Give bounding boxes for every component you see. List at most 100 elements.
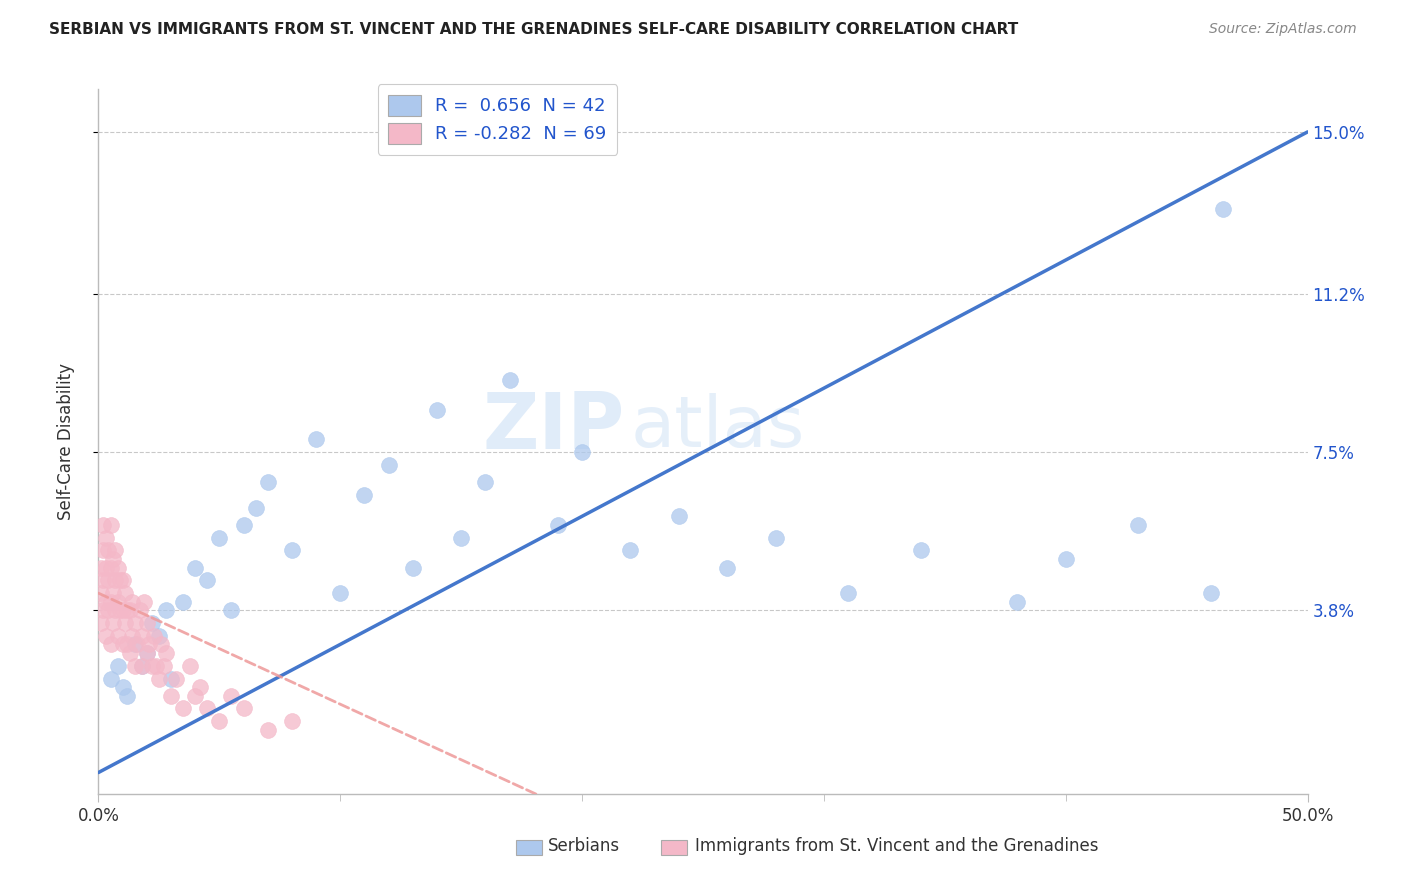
Point — [94, 560, 117, 574]
Point — [101, 615, 124, 630]
Point — [100, 517, 122, 532]
Point — [150, 637, 173, 651]
Point — [101, 552, 124, 566]
Point — [100, 672, 122, 686]
Point — [188, 680, 211, 694]
Point — [1054, 552, 1077, 566]
Point — [94, 629, 117, 643]
Point — [1128, 517, 1150, 532]
Point — [117, 637, 139, 651]
Point — [402, 560, 425, 574]
Point — [155, 603, 177, 617]
Point — [108, 574, 131, 588]
Text: SERBIAN VS IMMIGRANTS FROM ST. VINCENT AND THE GRENADINES SELF-CARE DISABILITY C: SERBIAN VS IMMIGRANTS FROM ST. VINCENT A… — [49, 22, 1018, 37]
Point — [131, 658, 153, 673]
Point — [121, 595, 143, 609]
Point — [138, 637, 160, 651]
Point — [118, 646, 141, 660]
Point — [100, 637, 122, 651]
Point — [91, 517, 114, 532]
Point — [91, 574, 114, 588]
Point — [184, 560, 207, 574]
Point — [498, 373, 520, 387]
Point — [837, 586, 859, 600]
Point — [547, 517, 569, 532]
Point — [90, 560, 112, 574]
Point — [117, 603, 139, 617]
Point — [121, 629, 143, 643]
Point — [104, 543, 127, 558]
Point — [118, 603, 141, 617]
Point — [281, 543, 304, 558]
Point — [114, 586, 136, 600]
Point — [90, 586, 112, 600]
Point — [134, 595, 156, 609]
Point — [353, 488, 375, 502]
Point — [221, 689, 243, 703]
Point — [1212, 202, 1234, 216]
Text: Source: ZipAtlas.com: Source: ZipAtlas.com — [1209, 22, 1357, 37]
Point — [107, 629, 129, 643]
Point — [716, 560, 738, 574]
Point — [148, 672, 170, 686]
Point — [124, 658, 146, 673]
Point — [426, 402, 449, 417]
Point — [97, 603, 120, 617]
Point — [91, 603, 114, 617]
Point — [377, 458, 399, 472]
Point — [131, 629, 153, 643]
Point — [107, 560, 129, 574]
Point — [910, 543, 932, 558]
Legend: R =  0.656  N = 42, R = -0.282  N = 69: R = 0.656 N = 42, R = -0.282 N = 69 — [378, 84, 617, 154]
Point — [117, 689, 139, 703]
FancyBboxPatch shape — [661, 839, 688, 855]
Point — [195, 574, 218, 588]
Point — [232, 517, 254, 532]
Point — [124, 615, 146, 630]
Point — [1007, 595, 1029, 609]
Point — [127, 637, 149, 651]
Point — [208, 714, 231, 729]
Point — [108, 603, 131, 617]
Point — [148, 629, 170, 643]
Point — [97, 543, 120, 558]
Point — [172, 701, 194, 715]
Point — [124, 637, 146, 651]
Point — [765, 531, 787, 545]
Point — [329, 586, 352, 600]
Y-axis label: Self-Care Disability: Self-Care Disability — [56, 363, 75, 520]
Text: Immigrants from St. Vincent and the Grenadines: Immigrants from St. Vincent and the Gren… — [695, 837, 1098, 855]
Point — [195, 701, 218, 715]
Point — [111, 680, 134, 694]
Point — [619, 543, 641, 558]
Point — [172, 595, 194, 609]
Point — [94, 595, 117, 609]
Point — [100, 560, 122, 574]
Point — [155, 646, 177, 660]
Point — [91, 543, 114, 558]
Point — [232, 701, 254, 715]
Point — [141, 658, 163, 673]
Point — [1199, 586, 1222, 600]
Point — [179, 658, 201, 673]
Point — [97, 574, 120, 588]
Point — [450, 531, 472, 545]
Point — [135, 646, 157, 660]
Point — [145, 658, 167, 673]
Point — [208, 531, 231, 545]
Point — [111, 574, 134, 588]
Point — [90, 615, 112, 630]
Point — [160, 689, 183, 703]
Point — [571, 445, 593, 459]
Text: Serbians: Serbians — [548, 837, 620, 855]
Point — [100, 595, 122, 609]
Point — [114, 615, 136, 630]
Point — [256, 723, 278, 737]
Point — [135, 646, 157, 660]
Point — [94, 531, 117, 545]
Text: atlas: atlas — [630, 393, 804, 462]
Point — [101, 586, 124, 600]
Point — [111, 637, 134, 651]
Point — [131, 658, 153, 673]
FancyBboxPatch shape — [516, 839, 543, 855]
